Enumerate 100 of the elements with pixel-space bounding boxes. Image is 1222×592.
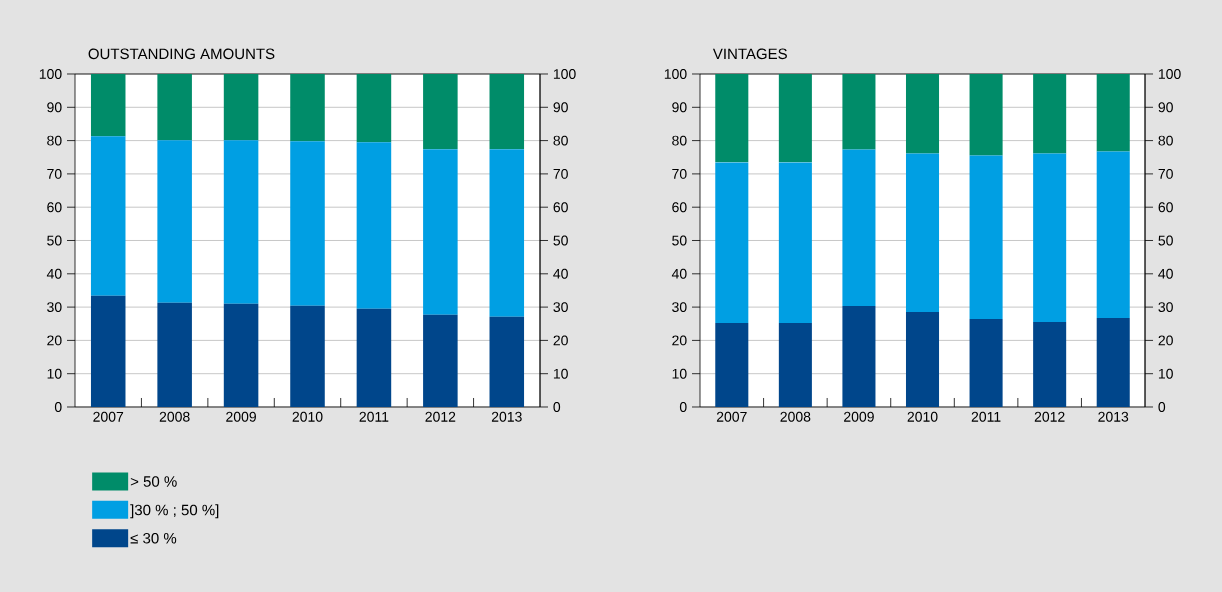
y-tick-label: 60 bbox=[672, 202, 687, 213]
x-tick-label: 2008 bbox=[159, 411, 190, 422]
y2-tick-label: 40 bbox=[1158, 268, 1173, 279]
bar bbox=[489, 316, 525, 407]
bar bbox=[1033, 153, 1067, 323]
bar bbox=[356, 74, 392, 143]
bar bbox=[969, 155, 1003, 320]
bar bbox=[223, 74, 259, 141]
y-tick-label: 40 bbox=[46, 268, 62, 279]
bar bbox=[356, 308, 392, 407]
y2-tick-label: 40 bbox=[553, 268, 568, 279]
y-tick-label: 10 bbox=[672, 368, 687, 379]
y2-tick-label: 10 bbox=[1158, 368, 1173, 379]
x-tick-label: 2007 bbox=[93, 411, 124, 422]
x-tick-label: 2007 bbox=[716, 411, 747, 422]
y-tick-label: 100 bbox=[664, 69, 687, 79]
x-tick-label: 2009 bbox=[226, 411, 256, 422]
bar bbox=[290, 74, 325, 142]
bar bbox=[842, 149, 876, 307]
y-tick-label: 90 bbox=[672, 102, 687, 113]
y-tick-label: 0 bbox=[679, 402, 687, 412]
y2-tick-label: 70 bbox=[553, 168, 568, 179]
bar bbox=[1033, 322, 1067, 407]
x-tick-label: 2011 bbox=[971, 411, 1001, 422]
bar bbox=[842, 74, 876, 150]
y-tick-label: 90 bbox=[47, 102, 62, 113]
y2-tick-label: 60 bbox=[553, 202, 568, 213]
y-tick-label: 100 bbox=[39, 69, 62, 79]
legend-label: > 50 % bbox=[130, 476, 177, 487]
bar bbox=[715, 323, 749, 407]
y2-tick-label: 50 bbox=[553, 235, 568, 246]
bar bbox=[157, 140, 192, 303]
y-tick-label: 50 bbox=[47, 235, 62, 246]
bar bbox=[1096, 151, 1130, 319]
bar bbox=[423, 314, 458, 407]
bar bbox=[969, 319, 1003, 407]
y-tick-label: 70 bbox=[47, 168, 62, 179]
legend-label: ≤ 30 % bbox=[130, 532, 177, 544]
bar bbox=[290, 141, 325, 306]
x-tick-label: 2010 bbox=[907, 411, 938, 422]
x-tick-label: 2012 bbox=[425, 411, 456, 422]
bar bbox=[90, 136, 126, 296]
y-tick-label: 10 bbox=[47, 368, 62, 379]
y-tick-label: 30 bbox=[672, 302, 687, 313]
legend-label: ]30 % ; 50 %] bbox=[130, 504, 219, 519]
y-tick-label: 80 bbox=[672, 135, 687, 146]
bar bbox=[969, 74, 1003, 156]
y2-tick-label: 90 bbox=[1158, 102, 1173, 113]
bar bbox=[423, 74, 458, 150]
x-tick-label: 2011 bbox=[359, 411, 389, 422]
y2-tick-label: 70 bbox=[1158, 168, 1173, 179]
bar bbox=[905, 153, 940, 313]
bar bbox=[905, 312, 940, 407]
y2-tick-label: 60 bbox=[1158, 202, 1173, 213]
bar bbox=[1033, 74, 1067, 154]
bar bbox=[290, 305, 325, 407]
bar bbox=[1096, 74, 1130, 152]
bar bbox=[423, 149, 458, 315]
y2-tick-label: 20 bbox=[553, 335, 568, 346]
y2-tick-label: 80 bbox=[1158, 135, 1173, 146]
bar bbox=[157, 74, 192, 141]
bar bbox=[157, 302, 192, 407]
x-tick-label: 2012 bbox=[1034, 411, 1065, 422]
bar bbox=[778, 74, 812, 163]
y2-tick-label: 0 bbox=[1158, 402, 1166, 412]
bar bbox=[356, 142, 392, 309]
x-tick-label: 2013 bbox=[1098, 411, 1129, 422]
bar bbox=[905, 74, 940, 154]
y2-tick-label: 90 bbox=[553, 102, 568, 113]
bar bbox=[90, 74, 126, 137]
y-tick-label: 0 bbox=[54, 402, 62, 412]
y2-tick-label: 100 bbox=[553, 69, 576, 79]
bar bbox=[778, 323, 812, 407]
y-tick-label: 20 bbox=[47, 335, 62, 346]
bar bbox=[223, 303, 259, 407]
y-tick-label: 60 bbox=[47, 202, 62, 213]
y-tick-label: 50 bbox=[672, 235, 687, 246]
y2-tick-label: 100 bbox=[1158, 69, 1181, 79]
chart-title: OUTSTANDING AMOUNTS bbox=[88, 48, 275, 60]
y2-tick-label: 80 bbox=[553, 135, 568, 146]
x-tick-label: 2008 bbox=[780, 411, 811, 422]
y2-tick-label: 30 bbox=[1158, 302, 1173, 313]
bar bbox=[778, 162, 812, 324]
y-tick-label: 70 bbox=[672, 168, 687, 179]
y2-tick-label: 0 bbox=[553, 402, 561, 412]
bar bbox=[90, 295, 126, 407]
chart-title: VINTAGES bbox=[712, 48, 787, 60]
bar bbox=[223, 140, 259, 304]
bar bbox=[715, 74, 749, 163]
y-tick-label: 20 bbox=[672, 335, 687, 346]
y-tick-label: 30 bbox=[47, 302, 62, 313]
y2-tick-label: 10 bbox=[553, 368, 568, 379]
bar bbox=[489, 74, 525, 150]
bar bbox=[1096, 318, 1130, 407]
y-tick-label: 80 bbox=[47, 135, 62, 146]
x-tick-label: 2013 bbox=[491, 411, 522, 422]
y2-tick-label: 30 bbox=[553, 302, 568, 313]
y2-tick-label: 20 bbox=[1158, 335, 1173, 346]
x-tick-label: 2010 bbox=[292, 411, 323, 422]
bar bbox=[715, 162, 749, 324]
